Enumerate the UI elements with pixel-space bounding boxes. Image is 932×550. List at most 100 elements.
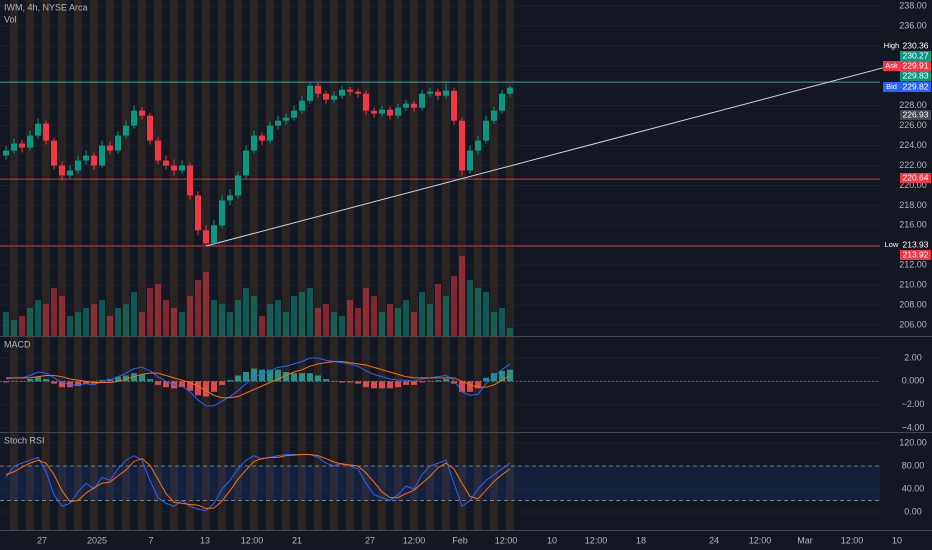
price-tag-label-box [883,82,900,92]
x-tick-label: 7 [148,535,153,545]
volume-bar [59,296,65,336]
candle-body [451,90,457,121]
candle-body [459,120,465,171]
volume-bar [387,304,393,336]
volume-bar [155,284,161,336]
macd-histogram-bar [251,368,257,382]
macd-histogram-bar [155,381,161,385]
volume-bar [67,316,73,336]
candle-body [35,123,41,136]
candle-body [395,107,401,116]
macd-histogram-bar [283,372,289,382]
price-tag [900,71,931,81]
price-tag [900,61,931,71]
candle-body [491,110,497,121]
macd-histogram-bar [395,381,401,388]
chart-title: IWM, 4h, NYSE Arca [4,2,88,12]
candle-body [75,160,81,171]
macd-histogram-bar [347,381,353,383]
macd-histogram-bar [147,379,153,382]
macd-histogram-bar [275,369,281,382]
macd-histogram-bar [443,379,449,382]
candle-body [299,100,305,111]
volume-bar [323,304,329,336]
price-tag-value: 229.82 [903,81,929,91]
macd-histogram-bar [419,381,425,383]
candle-body [499,93,505,111]
candle-body [435,91,441,96]
macd-histogram-bar [379,381,385,389]
volume-bar [187,296,193,336]
macd-histogram-bar [315,375,321,382]
indicator-line [6,361,511,399]
macd-histogram-bar [163,381,169,388]
price-tag [900,173,931,183]
volume-bar [43,304,49,336]
x-tick-label: 12:00 [841,535,864,545]
y-tick-label: 0.00 [904,506,922,516]
indicator-line [5,454,511,510]
macd-histogram-bar [459,381,465,392]
x-tick-label: 24 [709,535,719,545]
candle-body [19,143,25,148]
price-tag [900,240,931,250]
x-tick-label: 27 [365,535,375,545]
macd-histogram-bar [75,381,81,387]
y-tick-label: 210.00 [899,280,927,290]
x-tick-label: 27 [37,535,47,545]
macd-histogram-bar [299,373,305,382]
y-tick-label: 218.00 [899,200,927,210]
candle-body [91,155,97,166]
stoch-band [0,466,880,501]
volume-bar [275,300,281,336]
candle-body [443,90,449,96]
price-tag-value: 226.93 [903,109,929,119]
price-tag-label: Ask [885,61,898,70]
macd-histogram-bar [179,381,185,388]
macd-histogram-bar [267,369,273,382]
x-tick-label: 12:00 [749,535,772,545]
candle-body [339,89,345,96]
candle-body [51,140,57,166]
candle-body [131,110,137,126]
volume-bar [363,288,369,336]
volume-bar [291,296,297,336]
volume-bar [131,292,137,336]
candle-body [315,85,321,94]
volume-bar [211,300,217,336]
macd-histogram-bar [59,381,65,388]
price-tag [900,82,931,92]
volume-bar [371,296,377,336]
candle-body [251,135,257,151]
candle-body [267,125,273,141]
y-tick-label: 120.00 [899,437,927,447]
volume-bar [219,304,225,336]
candle-body [195,195,201,231]
price-tag-value: 213.93 [903,239,929,249]
candle-body [27,135,33,148]
volume-bar [299,292,305,336]
candle-body [171,165,177,171]
candle-body [227,195,233,201]
candle-body [483,120,489,141]
y-tick-label: −2.00 [902,399,925,409]
volume-bar [19,316,25,336]
candle-body [331,95,337,100]
macd-histogram-bar [307,373,313,382]
volume-bar [403,300,409,336]
candle-body [155,140,161,161]
volume-bar [27,308,33,336]
candle-body [283,117,289,121]
candle-body [259,135,265,141]
price-tag-value: 229.91 [903,60,929,70]
x-tick-label: 12:00 [495,535,518,545]
candle-body [219,200,225,226]
macd-histogram-bar [323,379,329,382]
price-tag [900,41,931,51]
y-tick-label: 222.00 [899,160,927,170]
macd-histogram-bar [51,381,57,384]
candle-body [11,143,17,151]
y-tick-label: 208.00 [899,299,927,309]
volume-bar [227,312,233,336]
volume-bar [475,288,481,336]
